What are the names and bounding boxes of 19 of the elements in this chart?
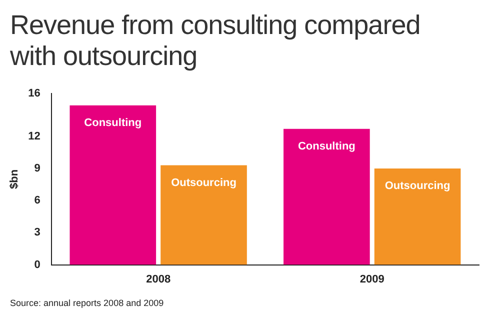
y-tick-label: 3	[34, 226, 40, 239]
y-tick-label: 9	[34, 162, 40, 175]
source-note: Source: annual reports 2008 and 2009	[9, 298, 165, 308]
text: Outsourcing	[171, 176, 236, 189]
y-tick-label: 6	[34, 194, 40, 207]
bar	[284, 128, 370, 265]
bar	[70, 105, 156, 265]
bar	[374, 168, 461, 265]
y-axis-title: $bn	[8, 169, 21, 189]
y-tick-label: 0	[34, 258, 40, 271]
y-tick-label: 12	[28, 130, 40, 142]
chart-title: Revenue from consulting compared with outsourcing	[9, 9, 422, 72]
series-label: Consulting	[84, 116, 142, 129]
bar	[160, 165, 247, 265]
series-label: Outsourcing	[384, 180, 450, 192]
text: Consulting	[298, 140, 356, 152]
y-tick-label: 16	[28, 88, 40, 100]
x-tick-label: 2008	[146, 273, 171, 286]
x-tick-label: 2009	[360, 273, 384, 286]
